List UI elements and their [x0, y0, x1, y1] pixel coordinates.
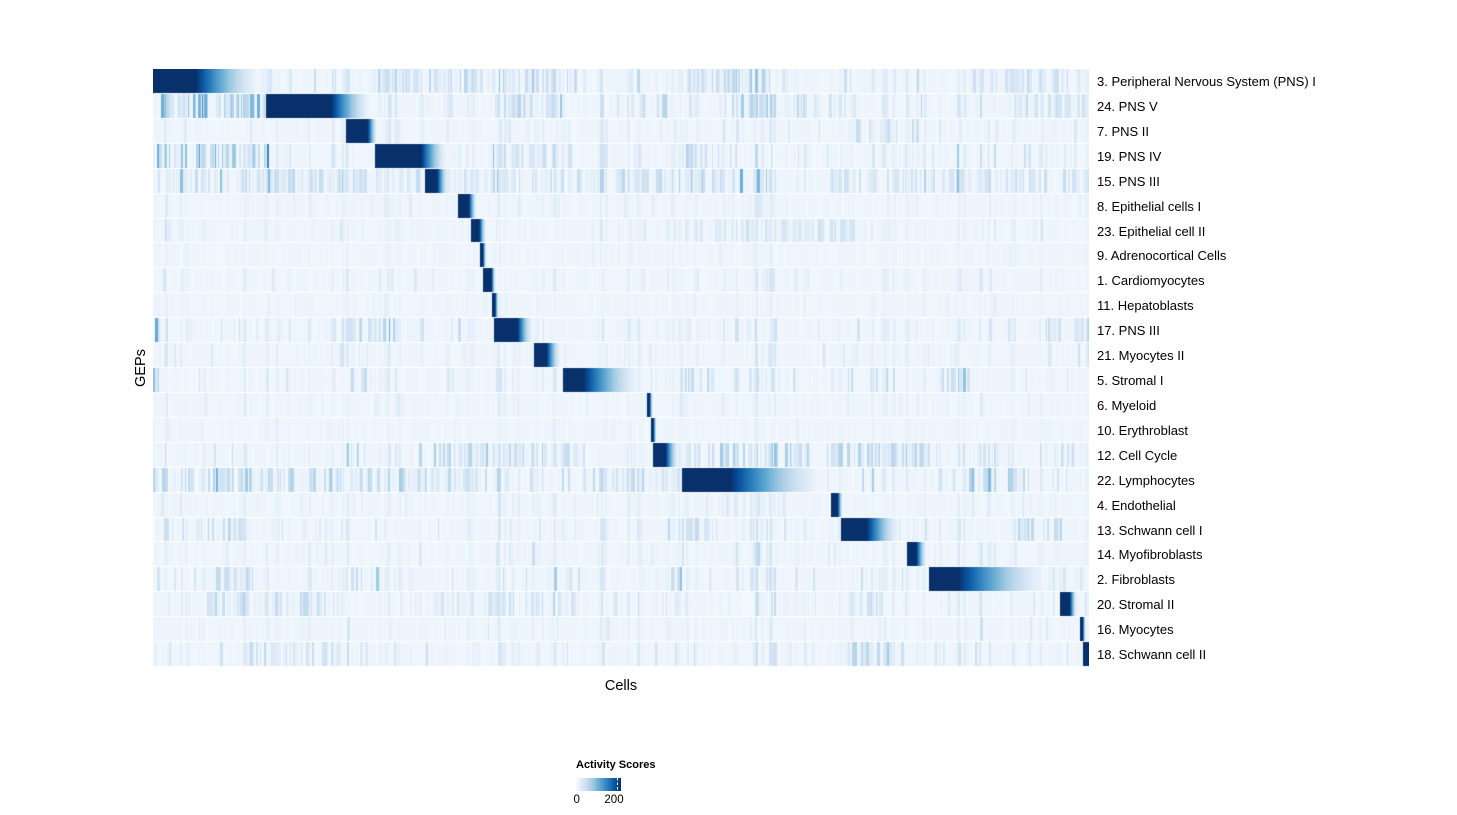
row-label: 17. PNS III [1097, 323, 1160, 339]
row-label: 9. Adrenocortical Cells [1097, 248, 1227, 264]
row-label: 23. Epithelial cell II [1097, 223, 1206, 239]
legend-tick-labels: 0 200 [573, 794, 624, 808]
row-label: 20. Stromal II [1097, 597, 1175, 613]
row-label: 2. Fibroblasts [1097, 572, 1176, 588]
heatmap-plot-area [153, 69, 1089, 667]
row-label: 14. Myofibroblasts [1097, 547, 1203, 563]
legend-tick-200: 200 [604, 794, 624, 806]
row-label: 13. Schwann cell I [1097, 522, 1203, 538]
legend-tick-mark [617, 778, 618, 791]
row-label: 16. Myocytes [1097, 622, 1174, 638]
row-label: 3. Peripheral Nervous System (PNS) I [1097, 74, 1316, 89]
x-axis-label: Cells [604, 678, 638, 694]
legend-tick-0: 0 [573, 794, 580, 806]
row-label: 8. Epithelial cells I [1097, 198, 1202, 214]
row-label: 19. PNS IV [1097, 148, 1162, 164]
row-label: 22. Lymphocytes [1097, 472, 1195, 488]
row-label: 4. Endothelial [1097, 497, 1176, 513]
row-label: 6. Myeloid [1097, 397, 1157, 413]
row-label: 24. PNS V [1097, 98, 1158, 114]
legend: Activity Scores 0 200 [573, 759, 716, 808]
row-label: 7. PNS II [1097, 123, 1150, 139]
row-label: 5. Stromal I [1097, 373, 1164, 388]
row-label: 18. Schwann cell II [1097, 647, 1207, 663]
row-label: 12. Cell Cycle [1097, 447, 1178, 463]
row-label: 10. Erythroblast [1097, 422, 1189, 438]
row-label: 15. PNS III [1097, 173, 1160, 189]
row-label: 11. Hepatoblasts [1097, 298, 1194, 314]
legend-title: Activity Scores [576, 759, 656, 771]
y-axis-label: GEPs [133, 349, 149, 387]
row-label: 1. Cardiomyocytes [1097, 273, 1205, 289]
row-label: 21. Myocytes II [1097, 348, 1185, 364]
legend-gradient-bar [576, 778, 621, 791]
